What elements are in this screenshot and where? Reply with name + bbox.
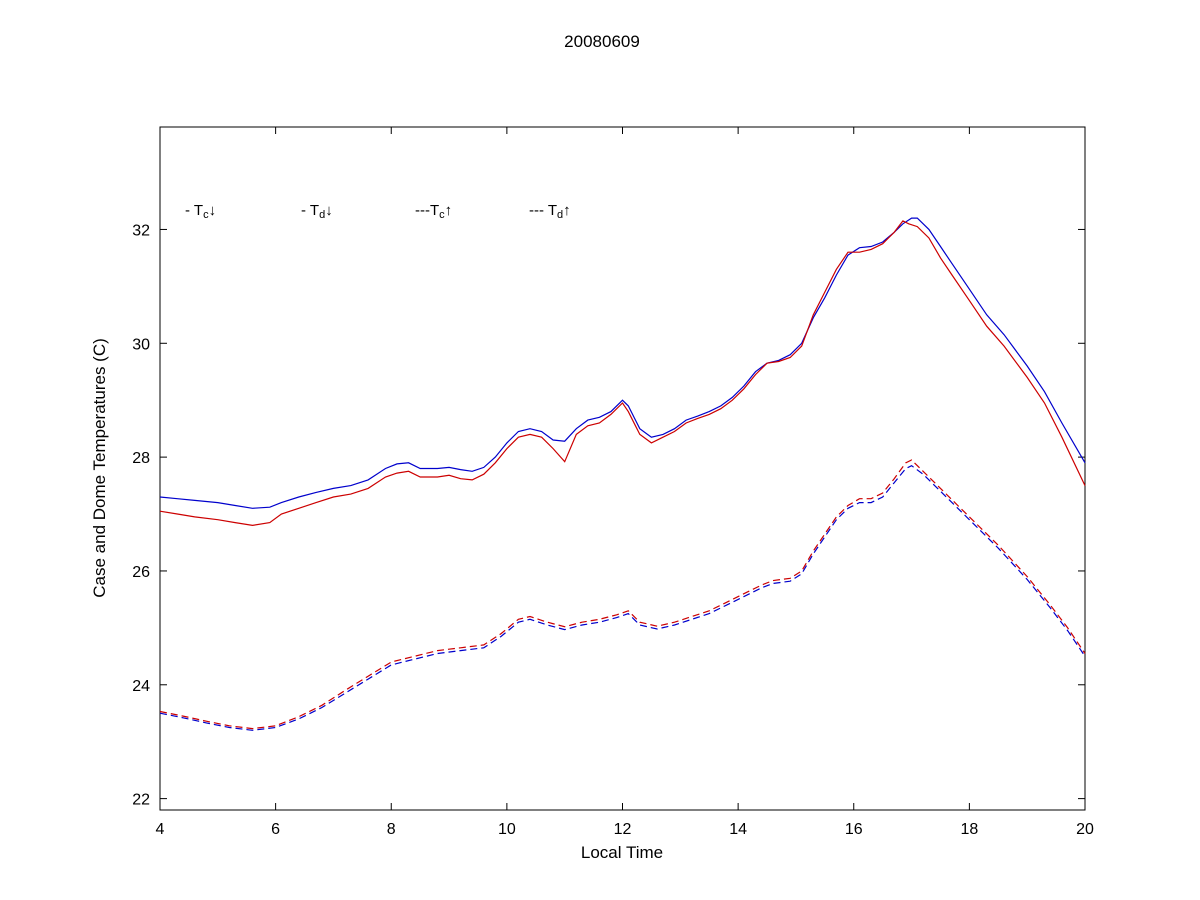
legend-label-subscript: c xyxy=(203,209,209,221)
legend-item-tc-down: - Tc↓ xyxy=(185,202,216,221)
legend-label-subscript: c xyxy=(439,209,445,221)
x-tick-label: 16 xyxy=(845,821,863,838)
x-tick-label: 10 xyxy=(498,821,516,838)
down-arrow-icon: ↓ xyxy=(209,202,217,219)
x-tick-label: 18 xyxy=(960,821,978,838)
legend-item-tc-up: ---Tc↑ xyxy=(415,202,452,221)
legend-label-text: --- T xyxy=(529,202,557,219)
x-tick-label: 14 xyxy=(729,821,747,838)
legend-item-td-up: --- Td↑ xyxy=(529,202,571,221)
legend-label-text: ---T xyxy=(415,202,439,219)
series-td-up xyxy=(159,459,1086,730)
y-tick-label: 26 xyxy=(132,564,150,581)
y-tick-labels: 22 24 26 28 30 32 xyxy=(132,222,150,808)
up-arrow-icon: ↑ xyxy=(445,202,453,219)
x-tick-labels: 4 6 8 10 12 14 16 18 20 xyxy=(156,821,1094,838)
y-tick-label: 24 xyxy=(132,678,150,695)
chart-title: 20080609 xyxy=(564,32,640,51)
x-tick-label: 6 xyxy=(271,821,280,838)
y-tick-label: 28 xyxy=(132,450,150,467)
x-axis-label: Local Time xyxy=(581,843,663,862)
x-tick-label: 4 xyxy=(156,821,165,838)
down-arrow-icon: ↓ xyxy=(325,202,333,219)
y-axis-label: Case and Dome Temperatures (C) xyxy=(90,338,109,598)
legend: - Tc↓ - Td↓ ---Tc↑ --- Td↑ xyxy=(185,202,571,221)
plot-axes xyxy=(159,126,1086,811)
x-tick-label: 8 xyxy=(387,821,396,838)
legend-label-text: - T xyxy=(301,202,319,219)
series-tc-up xyxy=(159,465,1086,731)
y-tick-label: 22 xyxy=(132,792,150,809)
y-tick-label: 30 xyxy=(132,336,150,353)
legend-label-text: - T xyxy=(185,202,203,219)
plot-border xyxy=(159,126,1086,811)
series-lines xyxy=(159,217,1086,731)
x-tick-label: 20 xyxy=(1076,821,1094,838)
legend-label-subscript: d xyxy=(319,209,325,221)
y-tick-label: 32 xyxy=(132,222,150,239)
x-tick-label: 12 xyxy=(614,821,632,838)
up-arrow-icon: ↑ xyxy=(563,202,571,219)
legend-item-td-down: - Td↓ xyxy=(301,202,333,221)
series-tc-down xyxy=(159,217,1086,509)
legend-label-subscript: d xyxy=(557,209,563,221)
series-td-down xyxy=(159,220,1086,527)
